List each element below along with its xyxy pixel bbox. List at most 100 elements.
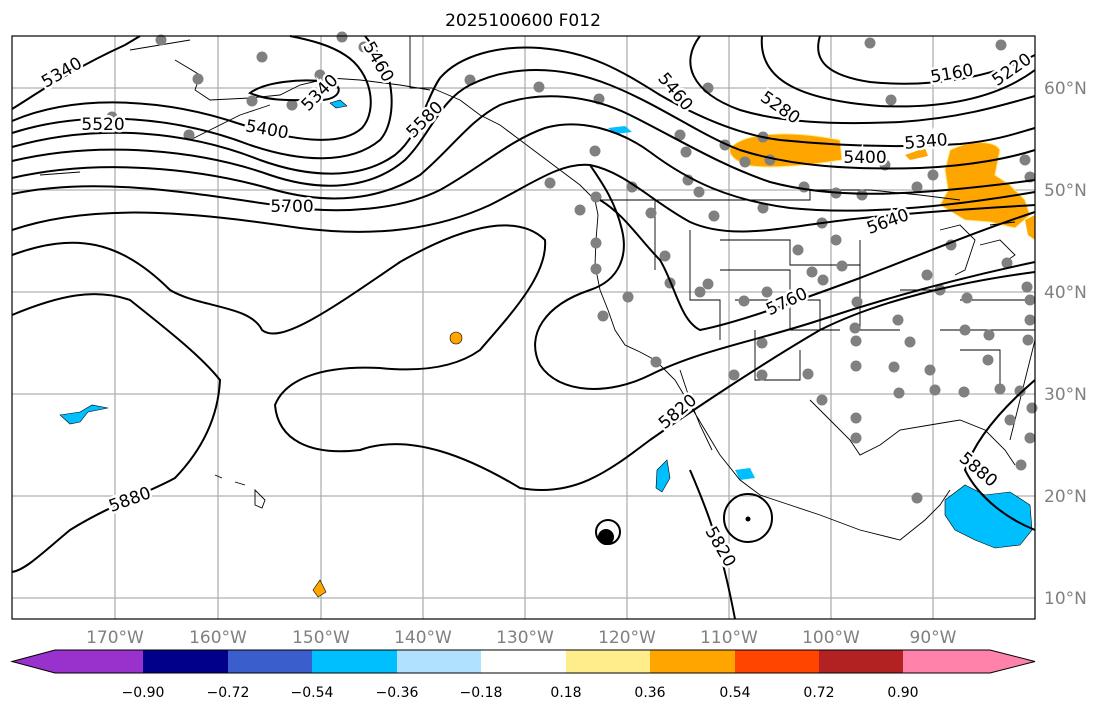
station-marker — [924, 364, 936, 376]
colorbar-segment — [312, 650, 397, 673]
station-marker — [929, 384, 941, 396]
colorbar-tick-label: 0.18 — [550, 685, 581, 701]
negative-anomaly-mexico — [655, 459, 671, 493]
colorbar-segment — [397, 650, 481, 673]
station-marker — [850, 360, 862, 372]
station-marker — [850, 412, 862, 424]
station-marker — [959, 324, 971, 336]
station-marker — [1022, 334, 1034, 346]
station-marker — [1004, 414, 1016, 426]
station-marker — [702, 278, 714, 290]
station-marker — [183, 129, 195, 141]
station-marker — [590, 263, 602, 275]
station-marker — [693, 186, 705, 198]
contour-line — [534, 164, 1036, 390]
station-marker — [927, 169, 939, 181]
colorbar-tick-label: −0.54 — [291, 685, 334, 701]
station-marker — [574, 204, 586, 216]
station-marker — [850, 432, 862, 444]
colorbar-segment — [566, 650, 650, 673]
station-marker — [590, 237, 602, 249]
negative-anomaly-small — [735, 468, 755, 480]
station-marker — [934, 284, 946, 296]
station-marker — [1026, 402, 1038, 414]
lat-label: 40°N — [1044, 283, 1087, 303]
station-marker — [806, 266, 818, 278]
station-marker — [544, 177, 556, 189]
contour-label: 5400 — [843, 148, 886, 168]
station-marker — [802, 368, 814, 380]
station-marker — [982, 354, 994, 366]
station-marker — [622, 291, 634, 303]
contour-label: 5700 — [270, 197, 313, 217]
colorbar-segment — [903, 650, 1035, 673]
longitude-labels: 170°W 160°W 150°W 140°W 130°W 120°W 110°… — [86, 628, 957, 648]
contour-line — [11, 95, 1036, 200]
station-marker — [106, 111, 118, 123]
cyclone-center — [598, 529, 614, 545]
positive-anomaly-pacific — [449, 331, 463, 345]
station-marker — [864, 37, 876, 49]
lat-label: 10°N — [1044, 589, 1087, 609]
station-marker — [921, 269, 933, 281]
station-marker — [798, 181, 810, 193]
colorbar-tick-label: −0.72 — [207, 685, 250, 701]
station-marker — [358, 41, 370, 53]
negative-anomaly-alaska — [329, 99, 348, 109]
station-marker — [659, 250, 671, 262]
lat-label: 30°N — [1044, 385, 1087, 405]
map-title: 2025100600 F012 — [445, 11, 601, 31]
station-marker — [1024, 314, 1036, 326]
station-marker — [650, 356, 662, 368]
station-marker — [830, 234, 842, 246]
station-marker — [756, 337, 768, 349]
lon-label: 100°W — [802, 628, 860, 648]
positive-anomaly-south — [312, 579, 327, 598]
west-coastline — [431, 87, 656, 361]
station-marker — [756, 369, 768, 381]
closed-contour-mexico — [723, 493, 773, 543]
station-marker — [739, 156, 751, 168]
contour-line — [11, 293, 222, 573]
lon-label: 120°W — [598, 628, 656, 648]
contour-line — [248, 79, 340, 102]
contour-line — [689, 469, 736, 620]
station-marker — [1015, 459, 1027, 471]
negative-anomaly-west — [59, 404, 109, 425]
colorbar-segment — [12, 650, 143, 673]
contour-label: 5520 — [81, 115, 124, 135]
colorbar: −0.90 −0.72 −0.54 −0.36 −0.18 0.18 0.36 … — [10, 649, 1036, 701]
lat-label: 20°N — [1044, 487, 1087, 507]
station-marker — [983, 329, 995, 341]
colorbar-segment — [650, 650, 735, 673]
station-marker — [792, 244, 804, 256]
station-marker — [994, 383, 1006, 395]
map-background — [12, 36, 1035, 619]
contour-line — [599, 199, 1036, 332]
colorbar-segment — [819, 650, 903, 673]
contour-line — [11, 46, 1036, 175]
colorbar-tick-label: 0.90 — [887, 685, 918, 701]
station-marker — [757, 202, 769, 214]
station-marker — [911, 181, 923, 193]
lon-label: 130°W — [496, 628, 554, 648]
station-marker — [589, 145, 601, 157]
contour-label: 5340 — [904, 130, 949, 154]
station-marker — [761, 286, 773, 298]
station-marker — [626, 181, 638, 193]
colorbar-segment — [228, 650, 312, 673]
station-marker — [597, 310, 609, 322]
hawaii — [214, 474, 266, 509]
station-marker — [192, 73, 204, 85]
contour-line — [11, 35, 141, 110]
latitude-labels: 60°N 50°N 40°N 30°N 20°N 10°N — [1044, 79, 1087, 609]
station-marker — [694, 286, 706, 298]
station-marker — [851, 296, 863, 308]
colorbar-segment — [481, 650, 566, 673]
colorbar-ticks: −0.90 −0.72 −0.54 −0.36 −0.18 0.18 0.36 … — [122, 685, 919, 701]
station-marker — [893, 387, 905, 399]
station-marker — [590, 191, 602, 203]
station-marker — [1001, 257, 1013, 269]
colorbar-tick-label: −0.18 — [460, 685, 503, 701]
